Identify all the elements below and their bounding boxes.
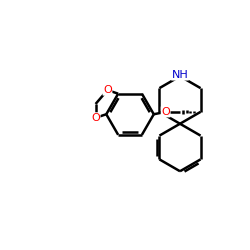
- Text: NH: NH: [172, 70, 188, 80]
- Text: O: O: [161, 107, 170, 117]
- Text: O: O: [103, 85, 112, 95]
- Text: O: O: [91, 113, 100, 123]
